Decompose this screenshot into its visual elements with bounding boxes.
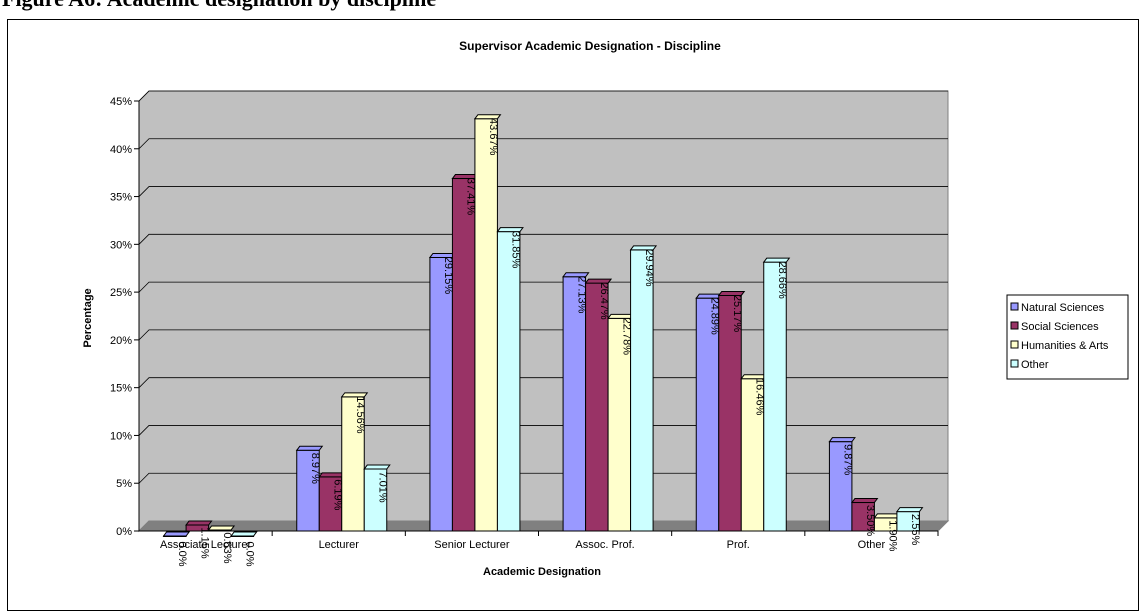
legend-label: Natural Sciences xyxy=(1021,302,1105,314)
data-label: 14.56% xyxy=(354,396,366,434)
bar-top xyxy=(897,508,923,512)
x-axis-title: Academic Designation xyxy=(483,566,601,578)
data-label: 28.66% xyxy=(776,261,788,299)
data-label: 2.55% xyxy=(909,514,921,545)
bar xyxy=(764,262,787,531)
y-tick-label: 25% xyxy=(110,287,132,299)
data-label: 26.47% xyxy=(598,282,610,320)
data-label: 29.94% xyxy=(643,249,655,287)
y-tick-label: 5% xyxy=(116,478,132,490)
bar-top xyxy=(319,473,345,477)
bar-top xyxy=(874,514,900,518)
data-label: 0.0% xyxy=(176,541,188,566)
data-label: 25.17% xyxy=(731,295,743,333)
x-tick-label: Lecturer xyxy=(319,539,360,551)
y-axis-title: Percentage xyxy=(82,288,94,347)
bar-top xyxy=(231,532,257,536)
legend-swatch xyxy=(1011,360,1018,367)
y-tick-label: 40% xyxy=(110,144,132,156)
data-label: 0.63% xyxy=(221,532,233,563)
y-tick-label: 15% xyxy=(110,383,132,395)
data-label: 1.15% xyxy=(198,527,210,558)
legend-swatch xyxy=(1011,341,1018,348)
bar-top xyxy=(164,532,190,536)
bar xyxy=(563,277,586,531)
y-tick-label: 30% xyxy=(110,239,132,251)
x-tick-label: Prof. xyxy=(727,539,750,551)
data-label: 43.67% xyxy=(487,118,499,156)
bar xyxy=(475,119,498,531)
data-label: 9.87% xyxy=(842,444,854,475)
legend-swatch xyxy=(1011,322,1018,329)
y-tick-label: 0% xyxy=(116,526,132,538)
legend-label: Social Sciences xyxy=(1021,321,1099,333)
legend-label: Humanities & Arts xyxy=(1021,340,1109,352)
plot-back-wall xyxy=(139,91,948,531)
data-label: 7.01% xyxy=(377,471,389,502)
chart-title: Supervisor Academic Designation - Discip… xyxy=(459,39,721,53)
y-tick-label: 10% xyxy=(110,430,132,442)
y-tick-label: 45% xyxy=(110,96,132,108)
bar xyxy=(586,283,609,531)
x-tick-label: Other xyxy=(858,539,886,551)
plot-floor xyxy=(139,521,948,531)
bar xyxy=(497,232,519,531)
y-tick-label: 20% xyxy=(110,335,132,347)
x-tick-label: Senior Lecturer xyxy=(434,539,510,551)
bar-top xyxy=(829,438,855,442)
bar-top xyxy=(297,446,323,450)
bar xyxy=(631,250,654,531)
data-label: 0.0% xyxy=(243,541,255,566)
bar-top xyxy=(852,499,878,503)
bar-top xyxy=(186,521,212,525)
bar-top xyxy=(209,526,235,530)
bar xyxy=(430,257,453,531)
bar-top xyxy=(364,465,390,469)
data-label: 31.85% xyxy=(510,231,522,269)
bar xyxy=(452,179,475,531)
legend: Natural Sciences Social Sciences Humanitie… xyxy=(1007,295,1128,379)
legend-swatch xyxy=(1011,303,1018,310)
legend-label: Other xyxy=(1021,359,1049,371)
y-tick-label: 35% xyxy=(110,192,132,204)
x-tick-label: Assoc. Prof. xyxy=(575,539,634,551)
